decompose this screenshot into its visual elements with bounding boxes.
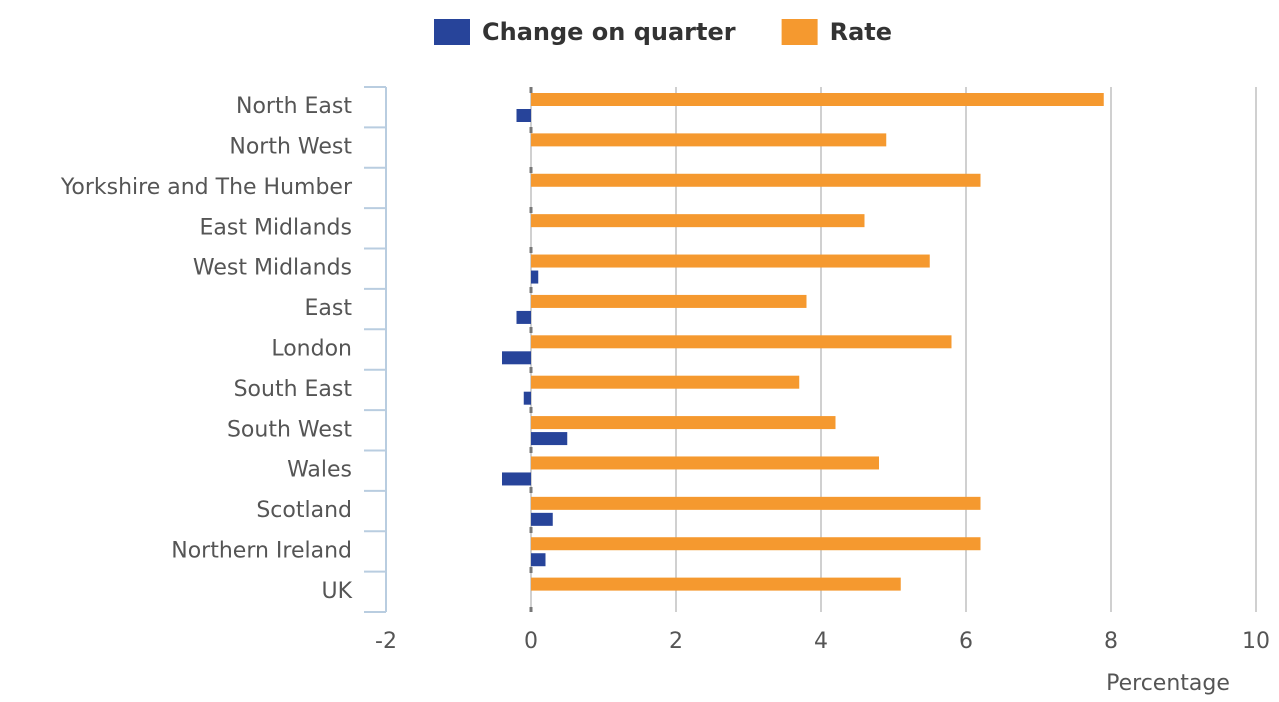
bar bbox=[531, 537, 981, 551]
bar bbox=[531, 133, 887, 147]
bar bbox=[531, 496, 981, 510]
x-axis-label: Percentage bbox=[1106, 671, 1230, 696]
bar bbox=[502, 351, 531, 365]
y-tick-label: North West bbox=[229, 135, 352, 160]
y-tick-label: Scotland bbox=[256, 498, 352, 523]
bar bbox=[531, 553, 546, 567]
x-tick-label: 2 bbox=[669, 629, 683, 654]
y-tick-label: East bbox=[305, 296, 353, 321]
bar bbox=[531, 214, 865, 228]
x-tick-label: 10 bbox=[1242, 629, 1270, 654]
bar bbox=[531, 335, 952, 349]
y-tick-label: North East bbox=[236, 94, 352, 119]
x-tick-label: 8 bbox=[1104, 629, 1118, 654]
bar bbox=[516, 109, 531, 122]
bar bbox=[531, 512, 553, 526]
bar bbox=[531, 173, 981, 187]
bar bbox=[531, 456, 879, 470]
legend-swatch bbox=[781, 19, 818, 45]
y-tick-label: Wales bbox=[287, 458, 352, 483]
legend-label: Rate bbox=[830, 18, 892, 46]
y-tick-label: Yorkshire and The Humber bbox=[60, 175, 353, 200]
bar bbox=[531, 416, 836, 430]
y-tick-label: London bbox=[271, 337, 352, 362]
bar bbox=[531, 577, 901, 591]
legend-label: Change on quarter bbox=[482, 18, 736, 46]
y-tick-label: South East bbox=[234, 377, 353, 402]
bar bbox=[531, 375, 800, 389]
x-tick-label: 4 bbox=[814, 629, 828, 654]
bar bbox=[516, 310, 531, 324]
bar bbox=[502, 472, 531, 486]
y-tick-label: West Midlands bbox=[193, 256, 352, 281]
bar bbox=[531, 432, 568, 446]
y-tick-label: South West bbox=[227, 417, 352, 442]
y-tick-label: Northern Ireland bbox=[171, 538, 352, 563]
bar bbox=[523, 391, 531, 405]
y-tick-label: UK bbox=[321, 579, 352, 604]
x-tick-label: 6 bbox=[959, 629, 973, 654]
legend-swatch bbox=[434, 19, 470, 45]
bar bbox=[531, 270, 539, 284]
y-tick-label: East Midlands bbox=[200, 215, 353, 240]
bar bbox=[531, 93, 1104, 106]
bar bbox=[531, 254, 930, 268]
bar bbox=[531, 294, 807, 308]
x-tick-label: -2 bbox=[375, 629, 397, 654]
x-tick-label: 0 bbox=[524, 629, 538, 654]
